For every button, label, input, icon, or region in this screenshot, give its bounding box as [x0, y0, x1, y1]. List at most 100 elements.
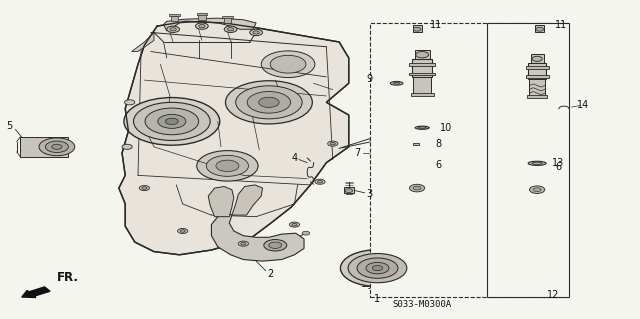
Circle shape: [247, 92, 291, 113]
Bar: [487, 23, 569, 297]
Circle shape: [345, 189, 353, 193]
Text: 2: 2: [267, 269, 273, 279]
Circle shape: [166, 118, 178, 124]
Circle shape: [536, 27, 543, 31]
Ellipse shape: [532, 162, 542, 164]
Bar: [370, 23, 568, 297]
Text: S033-M0300A: S033-M0300A: [392, 300, 452, 308]
Circle shape: [348, 254, 407, 283]
Ellipse shape: [419, 127, 426, 129]
Circle shape: [264, 240, 287, 251]
Bar: [531, 54, 543, 63]
Ellipse shape: [394, 82, 400, 84]
Ellipse shape: [528, 161, 546, 165]
Text: 6: 6: [555, 162, 561, 172]
Bar: [171, 16, 178, 21]
Bar: [223, 17, 231, 23]
Text: 7: 7: [354, 148, 360, 158]
Circle shape: [124, 98, 220, 145]
Bar: [527, 95, 547, 98]
Circle shape: [170, 28, 176, 31]
Bar: [415, 50, 430, 59]
Circle shape: [366, 263, 389, 274]
Bar: [344, 187, 354, 193]
Polygon shape: [20, 137, 68, 157]
Text: 6: 6: [435, 160, 441, 170]
Circle shape: [241, 242, 246, 245]
Polygon shape: [232, 185, 262, 215]
Circle shape: [328, 141, 338, 146]
Polygon shape: [119, 21, 349, 255]
Circle shape: [529, 186, 545, 194]
Circle shape: [134, 102, 210, 140]
Circle shape: [261, 51, 315, 78]
Bar: [412, 59, 433, 77]
Polygon shape: [132, 33, 154, 51]
Circle shape: [206, 155, 248, 176]
Bar: [170, 14, 179, 16]
Text: 11: 11: [430, 20, 442, 31]
Circle shape: [292, 223, 297, 226]
Circle shape: [142, 187, 147, 189]
Circle shape: [216, 160, 239, 172]
Circle shape: [238, 241, 248, 246]
Bar: [411, 93, 434, 96]
Circle shape: [158, 115, 186, 128]
Circle shape: [270, 55, 306, 73]
Text: 11: 11: [555, 20, 567, 31]
Circle shape: [122, 144, 132, 149]
Polygon shape: [211, 212, 304, 261]
Circle shape: [167, 26, 179, 33]
Text: 12: 12: [547, 290, 559, 300]
Text: 1: 1: [374, 294, 381, 304]
Circle shape: [259, 97, 279, 108]
Circle shape: [180, 230, 185, 232]
Bar: [410, 63, 435, 66]
Polygon shape: [208, 187, 234, 217]
Ellipse shape: [390, 81, 403, 85]
Circle shape: [225, 81, 312, 124]
Circle shape: [413, 186, 421, 190]
Circle shape: [289, 222, 300, 227]
Circle shape: [39, 138, 75, 156]
Text: FR.: FR.: [57, 271, 79, 284]
Bar: [198, 14, 205, 20]
Circle shape: [253, 31, 259, 34]
Circle shape: [45, 141, 68, 152]
Bar: [413, 77, 431, 94]
Bar: [410, 73, 435, 75]
Circle shape: [410, 184, 425, 192]
Text: 9: 9: [367, 74, 373, 85]
Text: 4: 4: [291, 153, 298, 163]
Circle shape: [357, 258, 398, 278]
Text: 10: 10: [440, 123, 452, 133]
Circle shape: [196, 151, 258, 181]
Text: 3: 3: [366, 189, 372, 199]
Bar: [413, 25, 422, 32]
Circle shape: [145, 108, 198, 135]
Circle shape: [532, 56, 542, 61]
Polygon shape: [164, 18, 256, 31]
Circle shape: [198, 25, 205, 28]
Bar: [529, 79, 545, 96]
Circle shape: [269, 242, 282, 249]
Circle shape: [177, 228, 188, 234]
Bar: [222, 16, 232, 18]
Circle shape: [236, 86, 302, 119]
Text: 8: 8: [435, 139, 441, 149]
Circle shape: [125, 100, 135, 105]
Ellipse shape: [415, 126, 429, 129]
Circle shape: [416, 51, 429, 58]
Bar: [528, 63, 546, 79]
Circle shape: [250, 29, 262, 36]
FancyArrow shape: [22, 287, 50, 298]
Circle shape: [227, 28, 234, 31]
Text: 14: 14: [577, 100, 589, 110]
Circle shape: [330, 142, 335, 145]
Circle shape: [533, 188, 541, 192]
Bar: [196, 13, 207, 15]
Text: 13: 13: [552, 158, 564, 168]
Text: 5: 5: [6, 121, 12, 131]
Circle shape: [140, 186, 150, 191]
Circle shape: [315, 179, 325, 184]
